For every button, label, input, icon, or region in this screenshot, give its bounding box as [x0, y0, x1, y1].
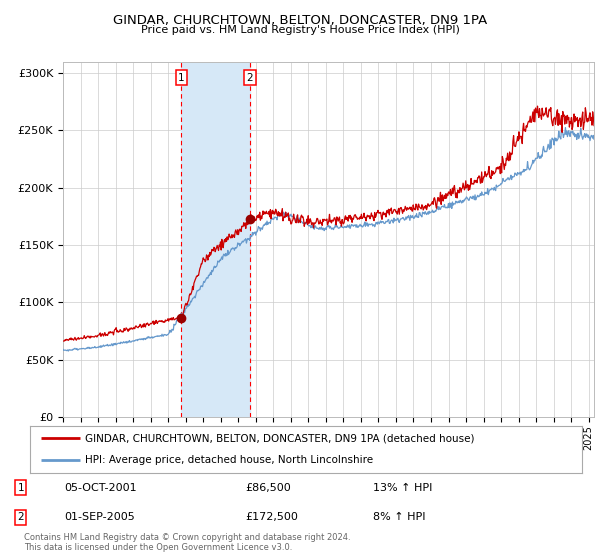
Text: Contains HM Land Registry data © Crown copyright and database right 2024.: Contains HM Land Registry data © Crown c…: [24, 533, 350, 542]
Text: 1: 1: [178, 73, 185, 83]
Text: This data is licensed under the Open Government Licence v3.0.: This data is licensed under the Open Gov…: [24, 543, 292, 552]
Text: 1: 1: [17, 483, 24, 493]
Text: GINDAR, CHURCHTOWN, BELTON, DONCASTER, DN9 1PA: GINDAR, CHURCHTOWN, BELTON, DONCASTER, D…: [113, 14, 487, 27]
Text: 2: 2: [17, 512, 24, 522]
Text: 05-OCT-2001: 05-OCT-2001: [64, 483, 137, 493]
Text: £172,500: £172,500: [245, 512, 298, 522]
Text: 01-SEP-2005: 01-SEP-2005: [64, 512, 135, 522]
Text: £86,500: £86,500: [245, 483, 290, 493]
Bar: [181, 62, 250, 417]
Text: HPI: Average price, detached house, North Lincolnshire: HPI: Average price, detached house, Nort…: [85, 455, 373, 465]
Text: GINDAR, CHURCHTOWN, BELTON, DONCASTER, DN9 1PA (detached house): GINDAR, CHURCHTOWN, BELTON, DONCASTER, D…: [85, 433, 475, 444]
Text: 2: 2: [247, 73, 253, 83]
Text: 13% ↑ HPI: 13% ↑ HPI: [373, 483, 432, 493]
Text: 8% ↑ HPI: 8% ↑ HPI: [373, 512, 425, 522]
Text: Price paid vs. HM Land Registry's House Price Index (HPI): Price paid vs. HM Land Registry's House …: [140, 25, 460, 35]
